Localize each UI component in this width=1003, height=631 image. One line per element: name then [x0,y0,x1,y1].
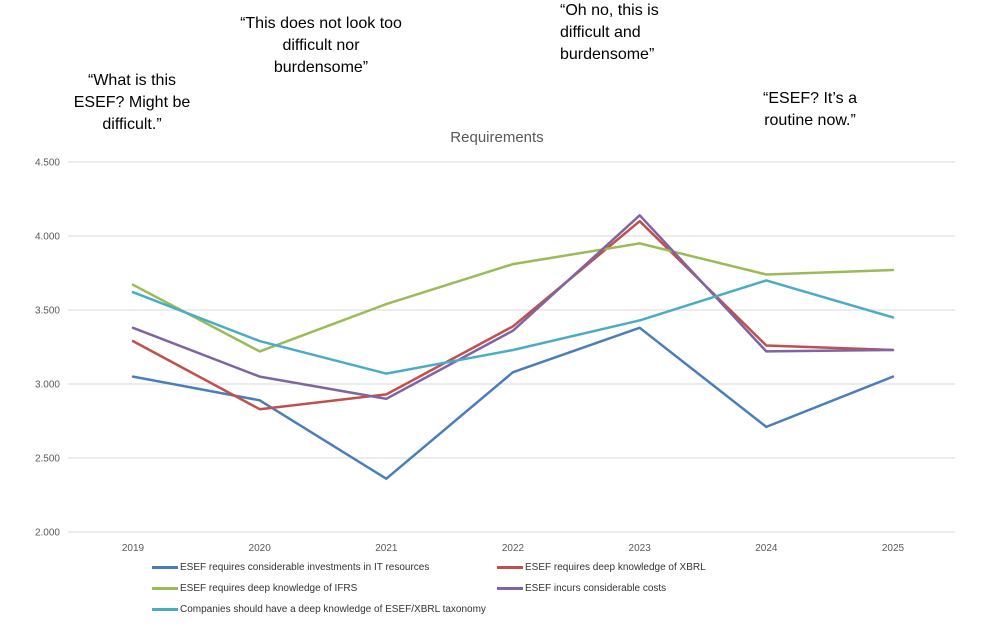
y-tick-label: 4.000 [35,232,60,243]
quote-line: “Oh no, this is [560,2,659,19]
x-tick-label: 2024 [755,543,778,554]
quote-line: “This does not look too [240,15,402,32]
quote-line: “What is this [87,72,176,89]
y-tick-label: 2.000 [35,528,60,539]
legend-swatch [497,566,523,569]
quote-line: difficult and [560,24,641,41]
series-line-1 [131,326,895,480]
legend-item: ESEF incurs considerable costs [497,583,666,594]
legend-label: ESEF requires deep knowledge of IFRS [180,583,358,594]
legend-label: ESEF incurs considerable costs [525,583,667,594]
x-tick-label: 2023 [629,543,652,554]
series-line-2 [131,219,895,411]
quote-line: burdensome” [560,46,655,63]
legend-swatch [152,608,178,611]
legend-item: ESEF requires deep knowledge of XBRL [497,562,706,573]
x-tick-label: 2020 [249,543,272,554]
legend-swatch [497,587,523,590]
y-tick-label: 2.500 [35,454,60,465]
x-tick-label: 2019 [122,543,145,554]
y-tick-label: 3.500 [35,306,60,317]
quote-line: difficult.” [102,116,162,133]
legend-label: ESEF requires deep knowledge of XBRL [525,562,706,573]
series-line-4 [131,214,895,401]
x-tick-label: 2022 [502,543,525,554]
quote-2019: “What is this ESEF? Might be difficult.” [62,70,202,136]
legend-item: ESEF requires considerable investments i… [152,562,429,573]
legend-label: ESEF requires considerable investments i… [180,562,430,573]
quote-line: “ESEF? It’s a [763,90,857,107]
x-tick-label: 2021 [375,543,398,554]
quote-2025: “ESEF? It’s a routine now.” [735,88,885,132]
legend-swatch [152,566,178,569]
legend-item: ESEF requires deep knowledge of IFRS [152,583,357,594]
y-tick-label: 3.000 [35,380,60,391]
quote-line: routine now.” [764,112,856,129]
legend-label: Companies should have a deep knowledge o… [180,604,486,615]
x-tick-label: 2025 [882,543,905,554]
y-tick-label: 4.500 [35,158,60,169]
quote-2020: “This does not look too difficult nor bu… [226,13,416,79]
quote-line: ESEF? Might be [73,94,191,111]
series-line-5 [131,279,895,375]
legend-swatch [152,587,178,590]
chart-title: Requirements [450,129,543,146]
quote-line: difficult nor [282,37,360,54]
quote-2023: “Oh no, this is difficult and burdensome… [560,0,700,66]
quote-line: burdensome” [273,59,369,76]
legend-item: Companies should have a deep knowledge o… [152,604,486,615]
series-line-3 [131,242,895,353]
